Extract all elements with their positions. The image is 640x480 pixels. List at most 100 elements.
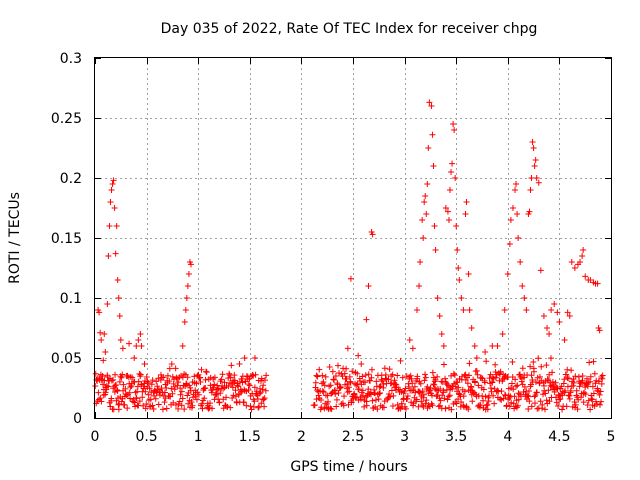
roti-background-point (418, 398, 425, 405)
roti-data-point (110, 177, 117, 184)
roti-background-point (178, 402, 185, 409)
roti-background-point (153, 378, 160, 385)
roti-background-point (185, 400, 192, 407)
x-tick-label: 0.5 (135, 429, 157, 445)
roti-background-point (251, 398, 258, 405)
roti-background-point (598, 380, 605, 387)
roti-background-point (319, 388, 326, 395)
roti-background-point (559, 406, 566, 413)
roti-background-point (124, 372, 131, 379)
roti-background-point (431, 378, 438, 385)
roti-background-point (512, 376, 519, 383)
roti-background-point (316, 366, 323, 373)
roti-background-point (256, 403, 263, 410)
roti-background-point (203, 369, 210, 376)
roti-background-point (445, 393, 452, 400)
roti-background-point (247, 403, 254, 410)
roti-data-point (116, 313, 123, 319)
roti-background-point (127, 395, 134, 402)
roti-background-point (365, 371, 372, 378)
chart-title: Day 035 of 2022, Rate Of TEC Index for r… (161, 21, 538, 37)
roti-data-point (108, 187, 115, 193)
roti-data-point (344, 345, 351, 352)
roti-background-point (392, 381, 399, 388)
roti-background-point (337, 384, 344, 391)
y-tick-label: 0.15 (51, 231, 82, 247)
roti-data-point (546, 331, 553, 337)
roti-background-point (193, 396, 200, 403)
roti-background-point (568, 367, 575, 374)
roti-data-point (102, 349, 109, 355)
roti-background-point (166, 365, 173, 372)
roti-data-point (96, 309, 103, 316)
roti-background-point (451, 372, 458, 379)
roti-background-point (320, 389, 327, 396)
roti-data-point (507, 217, 514, 223)
roti-background-point (327, 405, 334, 412)
roti-background-point (146, 385, 153, 392)
roti-data-point (451, 127, 458, 133)
roti-background-point (549, 369, 556, 376)
roti-data-point (501, 307, 508, 313)
roti-background-point (469, 398, 476, 405)
x-tick-label: 4.5 (548, 429, 570, 445)
roti-data-point (429, 131, 436, 138)
roti-background-point (216, 399, 223, 406)
roti-background-point (405, 383, 412, 390)
x-tick-label: 2 (297, 429, 306, 445)
x-tick-label: 3 (400, 429, 409, 445)
roti-background-point (335, 390, 342, 397)
roti-background-point (389, 371, 396, 378)
x-tick-label: 0 (91, 429, 100, 445)
roti-background-point (149, 402, 156, 409)
roti-background-point (473, 367, 480, 374)
roti-background-point (367, 391, 374, 398)
roti-background-point (191, 373, 198, 380)
roti-data-point (494, 343, 501, 349)
roti-background-point (528, 403, 535, 410)
roti-data-point (532, 157, 539, 163)
roti-background-point (460, 393, 467, 400)
roti-data-point (138, 343, 145, 349)
roti-background-point (114, 387, 121, 394)
roti-background-point (245, 386, 252, 393)
roti-background-point (563, 371, 570, 378)
roti-data-point (537, 267, 544, 274)
roti-background-point (389, 402, 396, 409)
roti-background-point (135, 378, 142, 385)
roti-data-point (363, 316, 370, 323)
roti-background-point (254, 396, 261, 403)
roti-background-point (480, 386, 487, 393)
roti-background-point (591, 370, 598, 377)
roti-background-point (515, 396, 522, 403)
roti-data-point (564, 309, 571, 316)
roti-data-point (133, 343, 140, 349)
roti-data-point (109, 181, 116, 187)
roti-background-point (429, 392, 436, 399)
roti-background-point (413, 396, 420, 403)
roti-background-point (230, 392, 237, 399)
roti-data-point (596, 327, 603, 334)
roti-background-point (574, 406, 581, 413)
roti-background-point (252, 371, 259, 378)
roti-background-point (121, 401, 128, 408)
roti-data-point (137, 331, 144, 337)
roti-data-point (347, 275, 354, 282)
roti-data-point (454, 247, 461, 253)
roti-background-point (207, 382, 214, 389)
roti-background-point (525, 406, 532, 413)
roti-background-point (513, 383, 520, 390)
roti-background-point (391, 377, 398, 384)
roti-data-point (100, 357, 107, 364)
roti-background-point (318, 397, 325, 404)
roti-data-point (445, 217, 452, 223)
roti-background-point (211, 374, 218, 381)
roti-background-point (535, 355, 542, 362)
roti-background-point (258, 400, 265, 407)
roti-background-point (442, 405, 449, 412)
roti-background-point (237, 389, 244, 396)
roti-background-point (324, 392, 331, 399)
roti-background-point (578, 379, 585, 386)
data-points (92, 99, 606, 413)
